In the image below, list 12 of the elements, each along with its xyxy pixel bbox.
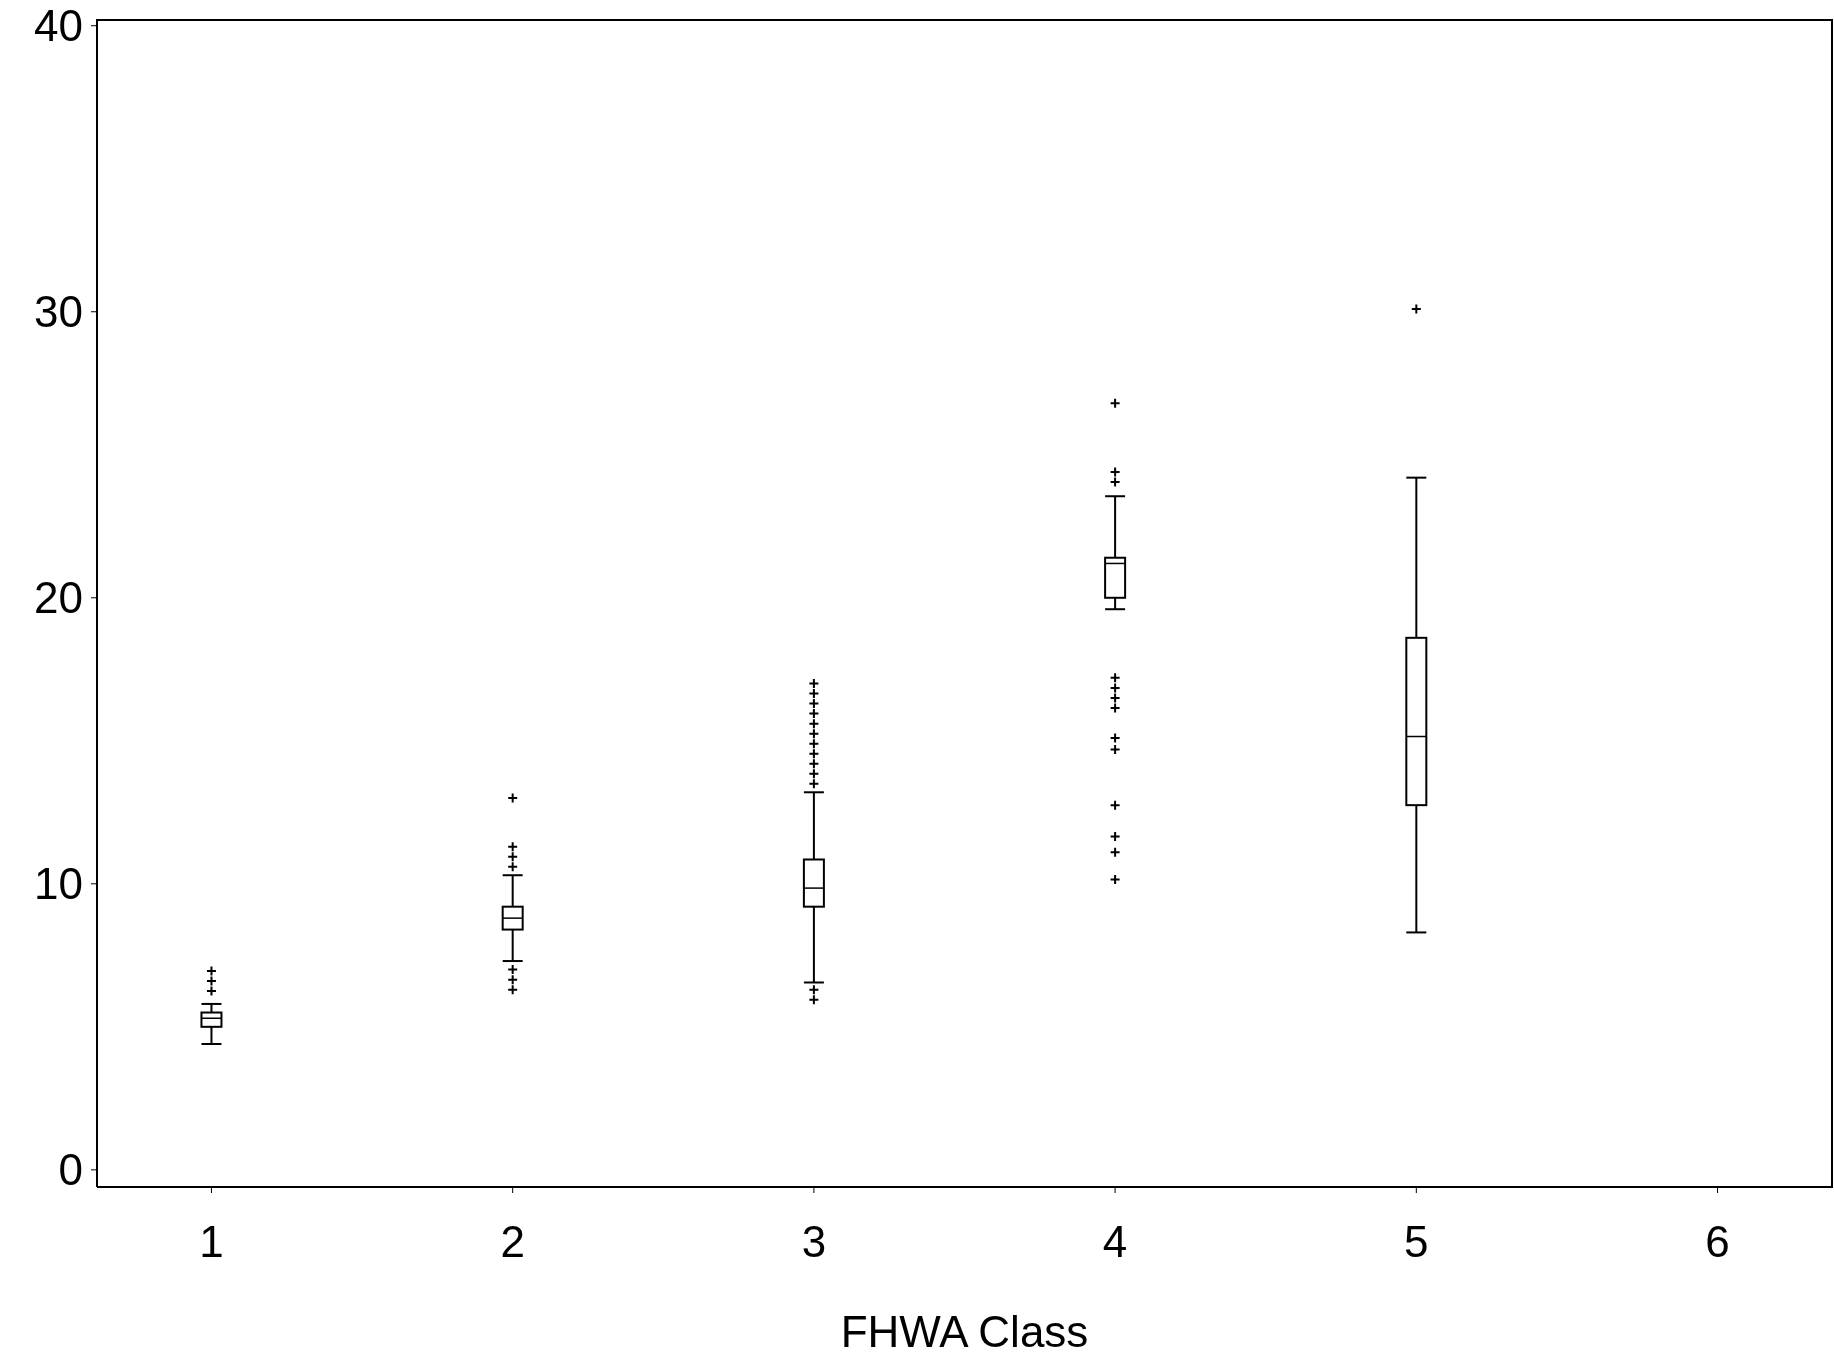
- y-tick-label: 0: [58, 1145, 83, 1195]
- x-tick-label: 5: [1404, 1217, 1429, 1266]
- y-tick-label: 30: [34, 287, 83, 337]
- y-tick-label: 20: [34, 573, 83, 623]
- x-tick-label: 3: [801, 1217, 827, 1266]
- y-tick-label: 40: [34, 1, 83, 51]
- x-tick-label: 6: [1705, 1217, 1730, 1266]
- y-tick-label: 10: [34, 859, 83, 909]
- x-tick-label: 2: [500, 1217, 525, 1266]
- x-tick-label: 4: [1102, 1217, 1128, 1266]
- x-axis-title: FHWA Class: [840, 1307, 1089, 1356]
- x-tick-label: 1: [199, 1217, 224, 1266]
